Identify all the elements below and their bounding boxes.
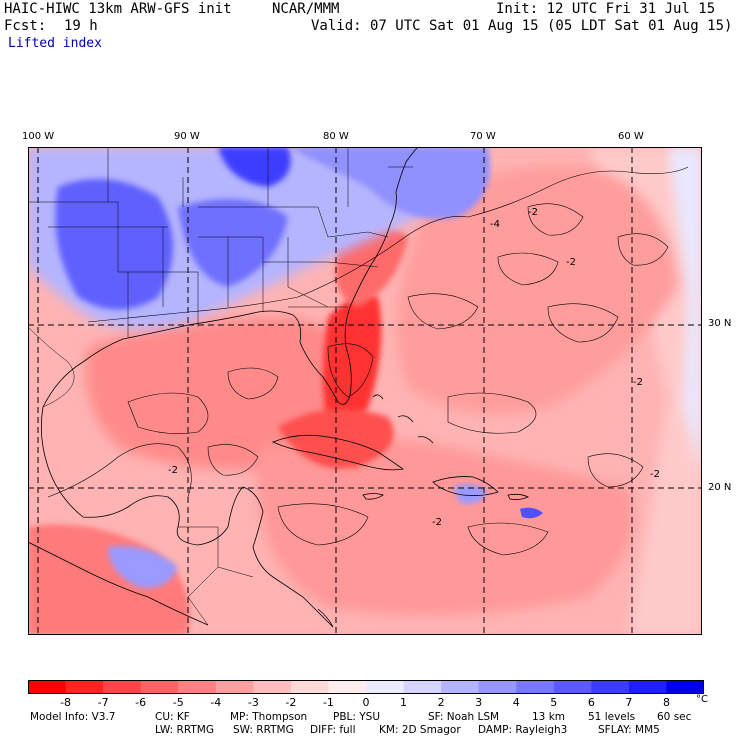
colorbar-cell [516, 680, 555, 694]
colorbar-tick-label: -8 [60, 696, 72, 709]
footer-sw: SW: RRTMG [233, 724, 294, 736]
colorbar-cell [140, 680, 179, 694]
coastlines [28, 147, 529, 628]
footer-levels: 51 levels [588, 711, 636, 723]
model-title: HAIC-HIWC 13km ARW-GFS init [4, 1, 232, 17]
lon-label-80w: 80 W [323, 131, 349, 142]
colorbar-unit: °C [696, 694, 708, 705]
caribbean-unstable-zone [256, 437, 633, 615]
footer-pbl: PBL: YSU [333, 711, 381, 723]
contour-label: -4 [490, 219, 500, 230]
field-name: Lifted index [8, 36, 102, 51]
lon-label-100w: 100 W [22, 131, 55, 142]
florida-core-zone [323, 294, 382, 430]
fcst-label: Fcst: [4, 18, 47, 34]
colorbar-tick-label: 5 [550, 696, 558, 709]
colorbar-tick-label: 0 [362, 696, 370, 709]
atlantic-stable-patch [520, 507, 543, 519]
contour-label: -2 [528, 207, 538, 218]
lifted-index-map: -2 -4 -2 -2 -2 -2 -2 [28, 147, 702, 635]
colorbar-cell [441, 680, 480, 694]
fcst-value: 19 h [64, 18, 98, 34]
colorbar-tick-label: 3 [475, 696, 483, 709]
contour-label: -2 [566, 257, 576, 268]
init-time: Init: 12 UTC Fri 31 Jul 15 [496, 1, 716, 17]
colorbar-tick-label: 6 [587, 696, 595, 709]
colorbar-tick-label: -4 [210, 696, 222, 709]
colorbar-cell [103, 680, 142, 694]
carolina-zone [335, 229, 408, 307]
contour-label: -2 [432, 517, 442, 528]
colorbar-tick-label: 7 [625, 696, 633, 709]
lon-label-70w: 70 W [470, 131, 496, 142]
footer-sf: SF: Noah LSM [428, 711, 500, 723]
colorbar-cell [478, 680, 517, 694]
colorbar-cell [666, 680, 704, 694]
contour-label: -2 [650, 469, 660, 480]
colorbar-cell [178, 680, 217, 694]
colorbar-tick-label: -2 [285, 696, 297, 709]
mexico-stable-patch [108, 546, 178, 588]
colorbar-tick-label: 8 [662, 696, 670, 709]
footer-model-info: Model Info: V3.7 [30, 711, 116, 723]
footer-km: KM: 2D Smagor [379, 724, 461, 736]
contour-label: -2 [633, 377, 643, 388]
colorbar-cell [65, 680, 104, 694]
footer-mp: MP: Thompson [230, 711, 308, 723]
northern-stable-core [218, 147, 291, 187]
contour-value-labels: -2 -4 -2 -2 -2 -2 -2 [168, 207, 660, 528]
lon-label-60w: 60 W [618, 131, 644, 142]
colorbar-cell [553, 680, 592, 694]
map-frame [28, 147, 702, 635]
footer-diff: DIFF: full [310, 724, 356, 736]
colorbar-cell [28, 680, 67, 694]
colorbar-cell [290, 680, 329, 694]
hispaniola-stable-patch [453, 483, 488, 504]
colorbar-tick-label: 4 [512, 696, 520, 709]
colorbar-tick-label: -5 [172, 696, 184, 709]
colorbar-tick-label: -6 [135, 696, 147, 709]
center-label: NCAR/MMM [272, 1, 340, 17]
political-boundaries [28, 147, 413, 626]
lon-label-90w: 90 W [174, 131, 200, 142]
colorbar-tick-label: -7 [97, 696, 109, 709]
contour-label: -2 [168, 465, 178, 476]
colorbar-cell [591, 680, 630, 694]
lat-label-30n: 30 N [708, 318, 732, 329]
footer-damp: DAMP: Rayleigh3 [478, 724, 568, 736]
colorbar-cell [628, 680, 667, 694]
footer-resolution: 13 km [532, 711, 566, 723]
atlantic-neutral-zone [668, 147, 702, 477]
footer-sflay: SFLAY: MM5 [598, 724, 660, 736]
northeast-stable-zone [288, 147, 490, 219]
colorbar-tick-label: 2 [437, 696, 445, 709]
colorbar [28, 680, 704, 694]
colorbar-tick-label: -1 [322, 696, 334, 709]
footer-timestep: 60 sec [657, 711, 692, 723]
valid-time: Valid: 07 UTC Sat 01 Aug 15 (05 LDT Sat … [311, 18, 733, 34]
graticule [28, 147, 702, 635]
colorbar-cell [253, 680, 292, 694]
colorbar-cell [328, 680, 367, 694]
mississippi-stable-zone [178, 199, 288, 287]
atlantic-moderate-zone [396, 165, 678, 414]
colorbar-tick-label: -3 [247, 696, 259, 709]
colorbar-cell [215, 680, 254, 694]
colorbar-cell [403, 680, 442, 694]
lat-label-20n: 20 N [708, 482, 732, 493]
colorbar-tick-label: 1 [400, 696, 408, 709]
colorbar-cell [366, 680, 405, 694]
southern-plains-stable-zone [55, 179, 173, 310]
footer-cu: CU: KF [155, 711, 190, 723]
footer-lw: LW: RRTMG [155, 724, 214, 736]
